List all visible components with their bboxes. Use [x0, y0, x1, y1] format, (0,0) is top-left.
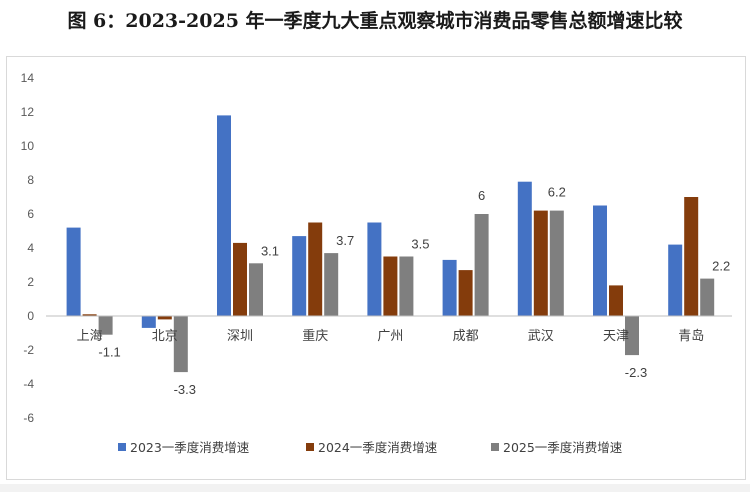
- bar: [517, 181, 532, 316]
- category-label: 成都: [453, 329, 479, 344]
- y-tick-label: 0: [27, 309, 34, 323]
- data-label: -2.3: [625, 365, 647, 380]
- bottom-strip: [0, 484, 750, 492]
- bar: [533, 210, 548, 316]
- bar: [82, 314, 97, 316]
- bar: [549, 210, 564, 316]
- chart-title: 图 6：2023-2025 年一季度九大重点观察城市消费品零售总额增速比较: [67, 10, 683, 32]
- y-tick-label: 6: [27, 207, 34, 221]
- data-label: 2.2: [712, 259, 730, 274]
- y-tick-label: 14: [21, 71, 35, 85]
- legend-label: 2024一季度消费增速: [318, 440, 438, 455]
- bar: [308, 222, 323, 316]
- legend-swatch: [306, 443, 314, 451]
- bar: [249, 263, 263, 316]
- category-label: 青岛: [678, 328, 704, 344]
- bar: [157, 316, 172, 320]
- bar: [609, 285, 623, 316]
- bars: [66, 115, 715, 373]
- data-label: 3.5: [411, 237, 429, 252]
- bar: [474, 214, 489, 316]
- y-tick-label: -4: [23, 377, 34, 391]
- y-tick-label: 12: [21, 105, 35, 119]
- category-label: 北京: [152, 329, 178, 344]
- data-label: 6: [478, 188, 485, 203]
- bar: [593, 205, 607, 316]
- legend-label: 2023一季度消费增速: [130, 440, 250, 455]
- legend-swatch: [118, 443, 126, 451]
- bar: [173, 316, 188, 373]
- y-tick-label: 4: [27, 241, 34, 255]
- y-tick-label: -6: [23, 411, 34, 425]
- bar: [98, 316, 113, 335]
- bar: [324, 253, 339, 316]
- bar: [684, 197, 699, 316]
- category-label: 武汉: [528, 329, 554, 344]
- y-tick-label: 8: [27, 173, 34, 187]
- bar: [383, 256, 398, 316]
- bar: [668, 244, 683, 316]
- bar: [292, 236, 307, 316]
- y-tick-label: -2: [23, 343, 34, 357]
- category-label: 上海: [77, 329, 103, 344]
- data-label: -1.1: [98, 345, 120, 360]
- category-label: 广州: [377, 329, 403, 344]
- bar: [399, 256, 414, 316]
- legend-swatch: [491, 443, 499, 451]
- data-labels: -1.1 -3.3 3.1 3.7 3.5 6 6.2 -2.3 2.2: [98, 185, 730, 398]
- data-label: 6.2: [548, 185, 566, 200]
- bar: [442, 259, 457, 316]
- data-label: 3.1: [261, 243, 279, 258]
- category-labels: 上海 北京 深圳 重庆 广州 成都 武汉 天津 青岛: [77, 328, 705, 344]
- bar: [458, 270, 473, 316]
- category-label: 深圳: [227, 329, 253, 344]
- category-label: 重庆: [302, 328, 328, 344]
- bar: [217, 115, 231, 317]
- bar: [66, 227, 81, 316]
- bar: [367, 222, 382, 316]
- legend: 2023一季度消费增速 2024一季度消费增速 2025一季度消费增速: [118, 440, 623, 455]
- legend-label: 2025一季度消费增速: [503, 440, 623, 455]
- y-tick-label: 10: [21, 139, 35, 153]
- bar: [233, 242, 247, 316]
- bar: [700, 278, 715, 316]
- data-label: 3.7: [336, 233, 354, 248]
- data-label: -3.3: [174, 382, 196, 397]
- bar: [625, 316, 639, 356]
- y-axis: 14 12 10 8 6 4 2 0 -2 -4 -6: [21, 71, 35, 425]
- y-tick-label: 2: [27, 275, 34, 289]
- category-label: 天津: [603, 329, 629, 344]
- bar: [141, 316, 156, 328]
